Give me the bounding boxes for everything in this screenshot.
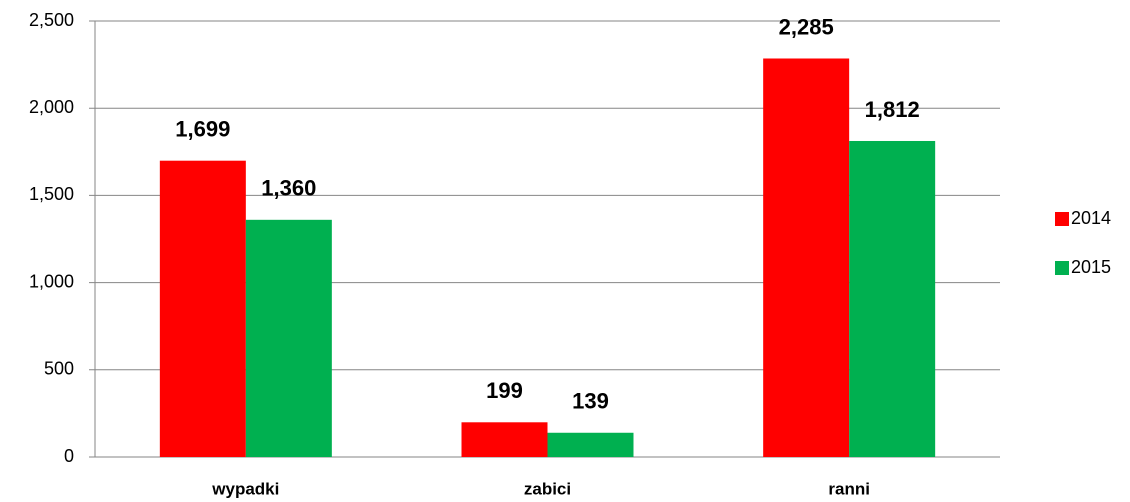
bar <box>763 58 850 457</box>
data-label: 199 <box>486 378 523 403</box>
data-label: 139 <box>572 389 609 414</box>
y-tick-label: 1,500 <box>29 184 74 204</box>
bar <box>245 219 332 457</box>
y-tick-label: 0 <box>64 446 74 466</box>
y-tick-label: 2,000 <box>29 97 74 117</box>
data-label: 2,285 <box>779 14 834 39</box>
legend-label: 2015 <box>1071 257 1111 277</box>
y-tick-label: 1,000 <box>29 271 74 291</box>
data-label: 1,812 <box>865 97 920 122</box>
legend-label: 2014 <box>1071 208 1111 228</box>
y-tick-label: 500 <box>44 359 74 379</box>
bar <box>159 160 246 457</box>
x-tick-label: zabici <box>524 479 571 498</box>
legend-swatch <box>1055 261 1069 275</box>
x-tick-label: wypadki <box>211 479 279 498</box>
x-tick-label: ranni <box>828 479 870 498</box>
bar <box>547 432 634 457</box>
bar <box>461 422 548 457</box>
data-label: 1,699 <box>175 117 230 142</box>
y-tick-label: 2,500 <box>29 10 74 30</box>
bar <box>849 140 936 458</box>
legend-swatch <box>1055 212 1069 226</box>
data-label: 1,360 <box>261 176 316 201</box>
